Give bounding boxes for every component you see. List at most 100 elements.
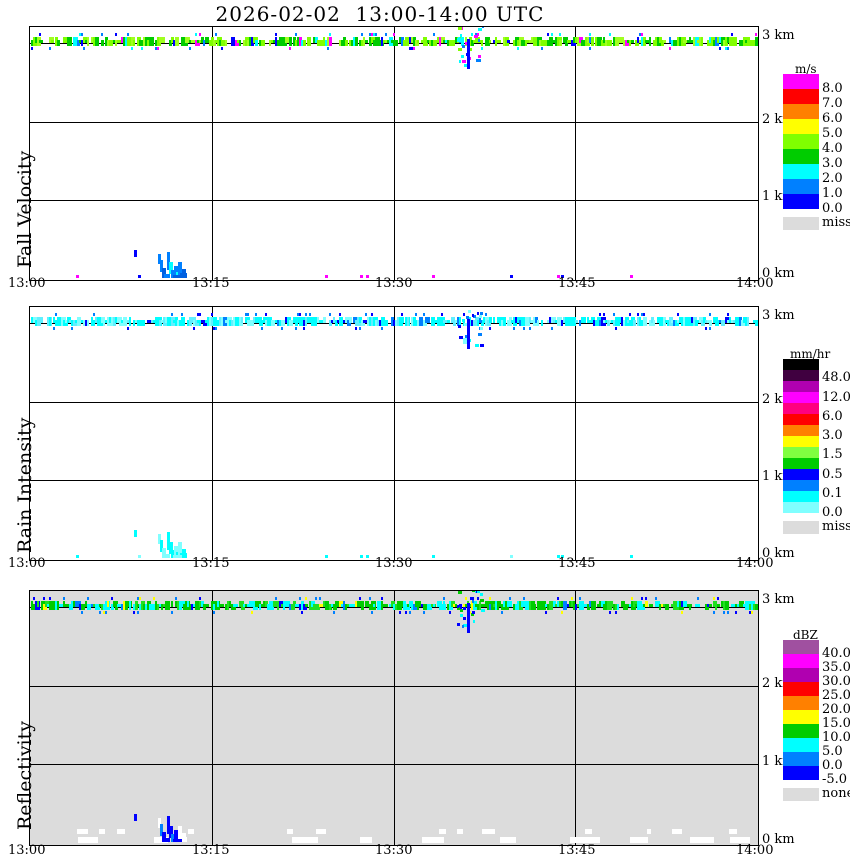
data-pixel <box>259 39 261 46</box>
data-pixel <box>76 275 79 278</box>
data-pixel <box>187 829 195 834</box>
data-pixel <box>191 603 193 610</box>
data-pixel <box>469 36 472 46</box>
data-pixel <box>533 603 536 610</box>
data-pixel <box>655 36 657 43</box>
data-pixel <box>199 319 201 326</box>
data-pixel <box>589 46 591 50</box>
data-pixel <box>705 319 708 323</box>
ytick-3km-p2: 3 km <box>762 308 795 323</box>
data-pixel <box>173 555 182 558</box>
data-pixel <box>299 36 302 46</box>
data-pixel <box>743 316 746 323</box>
data-pixel <box>343 36 346 43</box>
colorbar-band <box>783 164 819 179</box>
data-pixel <box>655 596 657 600</box>
data-pixel <box>725 600 727 610</box>
data-pixel <box>207 316 209 326</box>
data-pixel <box>479 320 483 324</box>
data-pixel <box>259 319 263 326</box>
data-pixel <box>133 319 135 326</box>
data-pixel <box>355 326 357 330</box>
data-pixel <box>341 603 344 607</box>
colorbar-missing-label: none <box>822 786 850 801</box>
data-pixel <box>49 316 51 326</box>
colorbar-fall-velocity: 8.0 7.0 6.0 5.0 4.0 3.0 2.0 1.0 0.0 miss <box>783 74 850 230</box>
data-pixel <box>503 36 506 46</box>
data-pixel <box>463 319 465 326</box>
data-pixel <box>59 319 62 323</box>
ytick-0km-p1: 0 km <box>762 266 795 281</box>
data-pixel <box>563 600 567 610</box>
data-pixel <box>147 319 151 323</box>
data-pixel <box>63 600 65 607</box>
data-pixel <box>625 39 629 46</box>
data-pixel <box>481 39 483 46</box>
data-pixel <box>681 610 683 614</box>
data-pixel <box>77 829 89 834</box>
data-pixel <box>459 603 462 610</box>
data-pixel <box>695 319 698 326</box>
data-pixel <box>432 555 435 558</box>
data-pixel <box>115 316 117 323</box>
data-pixel <box>493 39 495 43</box>
data-pixel <box>371 32 373 36</box>
data-pixel <box>447 39 450 46</box>
data-pixel <box>155 600 157 610</box>
data-pixel <box>401 312 403 316</box>
data-pixel <box>575 319 578 323</box>
data-pixel <box>429 39 431 46</box>
data-pixel <box>527 319 529 323</box>
data-pixel <box>333 610 335 614</box>
data-pixel <box>685 600 687 607</box>
data-pixel <box>559 600 562 607</box>
data-pixel <box>77 39 80 46</box>
data-pixel <box>315 36 318 43</box>
colorbar-unit-rain-intensity: mm/hr <box>790 347 831 361</box>
data-pixel <box>747 36 750 46</box>
data-pixel <box>455 36 458 43</box>
data-pixel <box>462 624 465 628</box>
page-title: 2026-02-02 13:00-14:00 UTC <box>215 2 545 26</box>
data-pixel <box>303 603 307 610</box>
data-pixel <box>523 326 525 330</box>
data-pixel <box>333 316 335 323</box>
data-pixel <box>565 36 568 46</box>
data-pixel <box>543 603 545 607</box>
data-pixel <box>177 600 179 610</box>
data-pixel <box>379 319 381 326</box>
data-pixel <box>599 39 601 46</box>
data-pixel <box>585 829 593 834</box>
data-pixel <box>359 316 362 323</box>
data-pixel <box>203 603 206 610</box>
data-pixel <box>261 326 263 330</box>
data-pixel <box>609 39 612 43</box>
data-pixel <box>473 35 478 39</box>
data-pixel <box>601 39 605 46</box>
data-pixel <box>293 36 296 46</box>
data-pixel <box>603 603 605 610</box>
data-pixel <box>271 319 275 326</box>
data-pixel <box>134 814 137 821</box>
data-pixel <box>147 39 150 46</box>
colorbar-band <box>783 149 819 164</box>
data-pixel <box>719 46 721 50</box>
data-pixel <box>481 46 483 50</box>
data-pixel <box>53 316 55 323</box>
data-pixel <box>474 344 479 348</box>
data-pixel <box>543 39 545 46</box>
data-pixel <box>171 610 173 614</box>
panel-rain-intensity <box>29 306 759 561</box>
data-pixel <box>385 32 387 36</box>
data-pixel <box>665 603 669 610</box>
data-pixel <box>521 600 523 607</box>
data-pixel <box>55 319 58 326</box>
data-pixel <box>138 555 141 558</box>
data-pixel <box>231 603 236 610</box>
data-pixel <box>329 32 331 36</box>
data-pixel <box>125 36 127 46</box>
panel-fall-velocity <box>29 26 759 281</box>
colorbar-band <box>783 480 819 491</box>
data-pixel <box>141 46 143 50</box>
data-pixel <box>115 600 118 610</box>
